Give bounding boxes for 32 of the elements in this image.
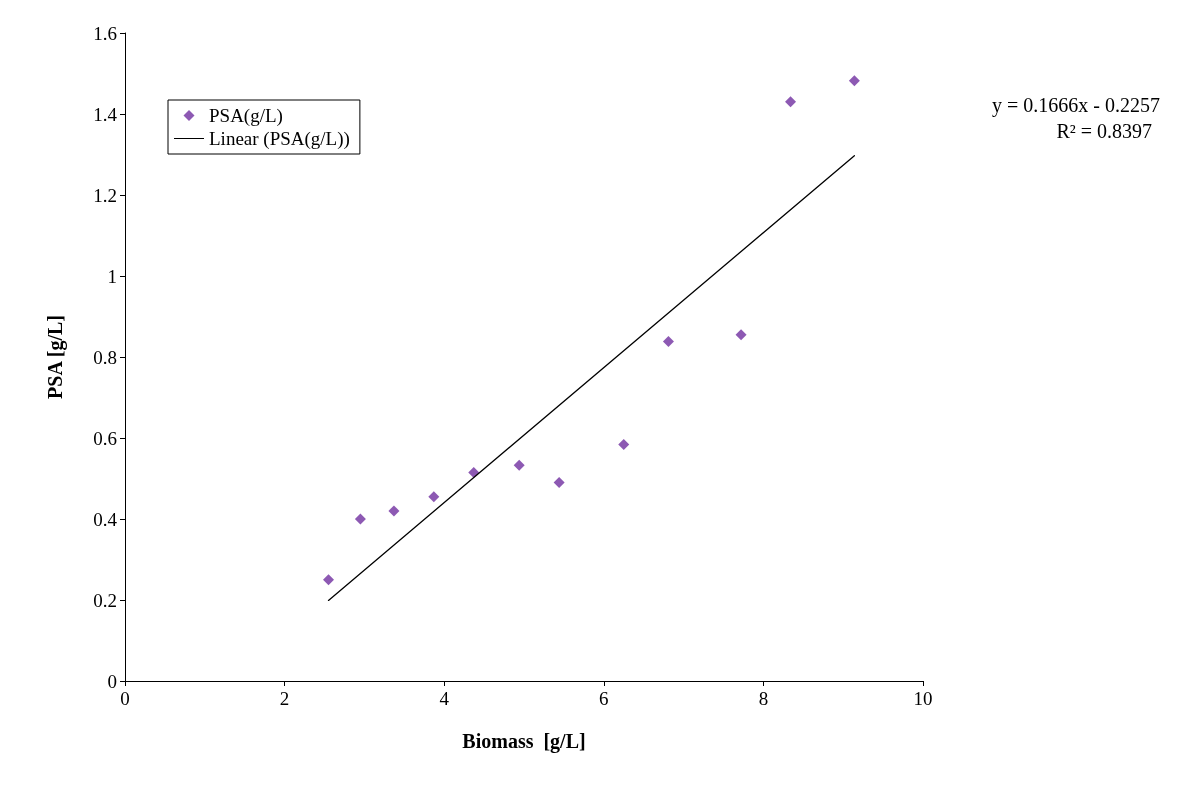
- y-tick-label: 0.2: [93, 589, 117, 611]
- x-tick-label: 2: [279, 688, 290, 709]
- x-tick-label: 4: [439, 688, 450, 709]
- point: [388, 505, 400, 517]
- y-tick-label: 1.6: [93, 22, 117, 44]
- point: [785, 96, 797, 108]
- point: [428, 491, 440, 503]
- text: y = 0.1666x - 0.2257: [992, 94, 1161, 117]
- y-tick-label: 0.8: [93, 346, 117, 368]
- point: [735, 329, 747, 341]
- y-tick-label: 1.2: [93, 184, 117, 206]
- point: [513, 459, 525, 471]
- point: [468, 466, 480, 478]
- x-tick-label: 6: [599, 688, 609, 709]
- point: [322, 574, 334, 586]
- point: [553, 477, 565, 489]
- x-tick-label: 10: [913, 688, 933, 709]
- y-tick-label: 0.4: [93, 508, 118, 530]
- text: R² = 0.8397: [1056, 120, 1152, 142]
- y-tick-label: 1: [107, 265, 117, 287]
- y-tick-label: 0.6: [93, 427, 117, 449]
- legend-label: Linear (PSA(g/L)): [209, 128, 350, 150]
- y-tick-label: 1.4: [93, 103, 118, 125]
- x-tick-label: 8: [758, 688, 769, 709]
- point: [618, 438, 630, 450]
- legend-label: PSA(g/L): [209, 105, 283, 127]
- y-axis-title: PSA [g/L]: [44, 315, 67, 399]
- x-axis-title: Biomass [g/L]: [462, 730, 586, 753]
- y-tick-label: 0: [107, 670, 117, 692]
- point: [848, 75, 860, 87]
- point: [354, 513, 366, 525]
- point: [662, 336, 674, 348]
